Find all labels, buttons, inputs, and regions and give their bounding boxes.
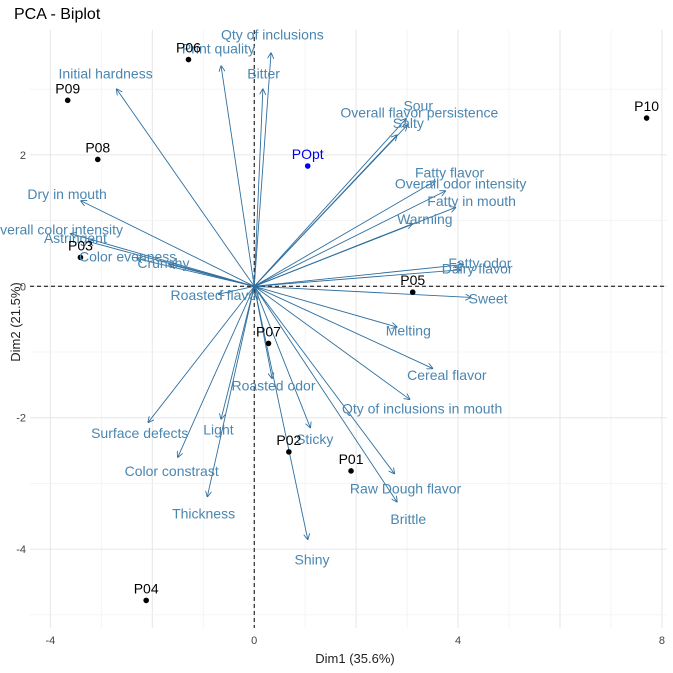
variable-arrow-fatty-odor — [254, 265, 463, 287]
variable-arrow-roasted-flavor — [219, 285, 255, 294]
variable-label-thickness: Thickness — [172, 505, 235, 521]
variable-label-sticky: Sticky — [296, 431, 333, 447]
variable-label-brittle: Brittle — [390, 511, 426, 527]
variable-label-astringent: Astringent — [44, 230, 107, 246]
variable-label-roasted-odor: Roasted odor — [231, 378, 315, 394]
variable-label-salty: Salty — [393, 115, 424, 131]
individual-point-p05 — [409, 289, 416, 296]
individual-point-p03 — [77, 254, 84, 261]
variable-label-fatty-in-mouth: Fatty in mouth — [427, 193, 516, 209]
variable-arrow-dry-in-mouth — [81, 201, 255, 287]
variable-arrows — [71, 53, 471, 539]
variable-arrow-thickness — [207, 286, 255, 496]
variable-arrow-overall-odor-intensity — [254, 191, 445, 287]
individual-label-p04: P04 — [134, 580, 159, 596]
variable-label-light: Light — [203, 422, 233, 438]
x-tick-label: 4 — [455, 635, 461, 647]
variable-arrow-brittle — [253, 286, 397, 502]
variable-arrow-raw-dough-flavor — [253, 286, 394, 473]
variable-arrow-qty-of-inclusions-in-mouth — [253, 285, 409, 399]
individual-points — [64, 56, 650, 604]
individual-point-p07 — [265, 340, 272, 347]
individual-label-popt: POpt — [292, 146, 324, 162]
individual-label-p10: P10 — [634, 98, 659, 114]
variable-arrow-warming — [254, 224, 412, 287]
individual-label-p06: P06 — [176, 40, 201, 56]
variable-arrow-color-constrast — [178, 286, 255, 457]
variable-label-warming: Warming — [397, 211, 453, 227]
variable-label-roasted-flavor: Roasted flavor — [171, 287, 262, 303]
variable-label-sour: Sour — [403, 97, 433, 113]
y-tick-label: -4 — [16, 544, 26, 556]
chart-title: PCA - Biplot — [14, 6, 101, 23]
reference-lines — [30, 30, 667, 628]
y-tick-label: 2 — [20, 150, 26, 162]
variable-label-cereal-flavor: Cereal flavor — [407, 367, 487, 383]
variable-arrow-sweet — [254, 285, 471, 297]
individual-label-p05: P05 — [400, 272, 425, 288]
variable-label-qty-of-inclusions: Qty of inclusions — [221, 26, 324, 42]
variable-label-overall-odor-intensity: Overall odor intensity — [395, 175, 527, 191]
axes: Dim1 (35.6%) Dim2 (21.5%) -4 0 4 8 -4 -2 0 2 — [8, 150, 665, 666]
variable-label-overall-color-intensity: Overall color intensity — [0, 222, 123, 238]
individual-label-p08: P08 — [85, 139, 110, 155]
variable-label-surface-defects: Surface defects — [91, 425, 188, 441]
x-axis-title: Dim1 (35.6%) — [315, 651, 394, 666]
individual-point-p09 — [64, 97, 71, 104]
variable-label-fatty-flavor: Fatty flavor — [415, 165, 485, 181]
variable-label-color-constrast: Color constrast — [125, 463, 219, 479]
variable-arrow-dairy-flavor — [254, 270, 460, 287]
variable-label-melting: Melting — [386, 322, 431, 338]
individual-point-p01 — [348, 468, 354, 474]
individual-label-p03: P03 — [68, 237, 93, 253]
individual-point-p10 — [643, 115, 650, 121]
individual-point-p04 — [143, 597, 149, 604]
x-tick-label: -4 — [45, 635, 55, 647]
x-tick-label: 8 — [659, 635, 665, 647]
variable-arrow-light — [221, 286, 255, 419]
individual-point-p08 — [94, 156, 101, 163]
y-axis-title: Dim2 (21.5%) — [8, 282, 23, 361]
variable-arrow-initial-hardness — [117, 89, 255, 287]
variable-arrow-shiny — [253, 286, 308, 539]
individual-label-p01: P01 — [339, 451, 364, 467]
individual-point-p02 — [286, 449, 292, 455]
variable-label-raw-dough-flavor: Raw Dough flavor — [350, 481, 462, 497]
variable-label-dry-in-mouth: Dry in mouth — [27, 186, 106, 202]
variable-label-dairy-flavor: Dairy flavor — [442, 261, 513, 277]
individual-label-p07: P07 — [256, 323, 281, 339]
individual-point-popt — [304, 163, 311, 169]
variable-arrow-sour — [253, 119, 406, 287]
variable-label-fatty-odor: Fatty odor — [448, 255, 511, 271]
variable-label-crunchy: Crunchy — [137, 255, 189, 271]
variable-arrow-cereal-flavor — [254, 285, 432, 368]
variable-arrow-fatty-flavor — [253, 181, 435, 287]
variable-label-color-evenness: Color evenness — [79, 248, 176, 264]
variable-arrow-overall-color-intensity — [71, 234, 255, 287]
variable-arrow-sticky — [253, 286, 310, 427]
variable-arrow-melting — [254, 285, 397, 327]
individual-point-p06 — [185, 56, 192, 63]
x-tick-label: 0 — [251, 635, 257, 647]
variable-label-overall-flavor-persistence: Overall flavor persistence — [340, 104, 498, 120]
variable-label-qty-of-inclusions-in-mouth: Qty of inclusions in mouth — [342, 400, 502, 416]
variable-label-print-quality: Print quality — [182, 41, 255, 57]
variable-arrow-salty — [253, 135, 397, 287]
y-tick-label: 0 — [20, 281, 26, 293]
grid — [30, 30, 667, 628]
variable-arrow-qty-of-inclusions — [253, 53, 271, 287]
variable-label-bitter: Bitter — [247, 65, 280, 81]
y-tick-label: -2 — [16, 413, 26, 425]
variable-label-shiny: Shiny — [294, 552, 329, 568]
individual-label-p02: P02 — [276, 432, 301, 448]
variable-arrow-crunchy — [170, 265, 255, 287]
variable-label-initial-hardness: Initial hardness — [59, 65, 153, 81]
individual-label-p09: P09 — [55, 80, 80, 96]
variable-arrow-print-quality — [221, 66, 255, 287]
variable-label-sweet: Sweet — [469, 290, 508, 306]
variable-arrow-bitter — [253, 89, 263, 287]
variable-arrow-surface-defects — [148, 286, 255, 422]
